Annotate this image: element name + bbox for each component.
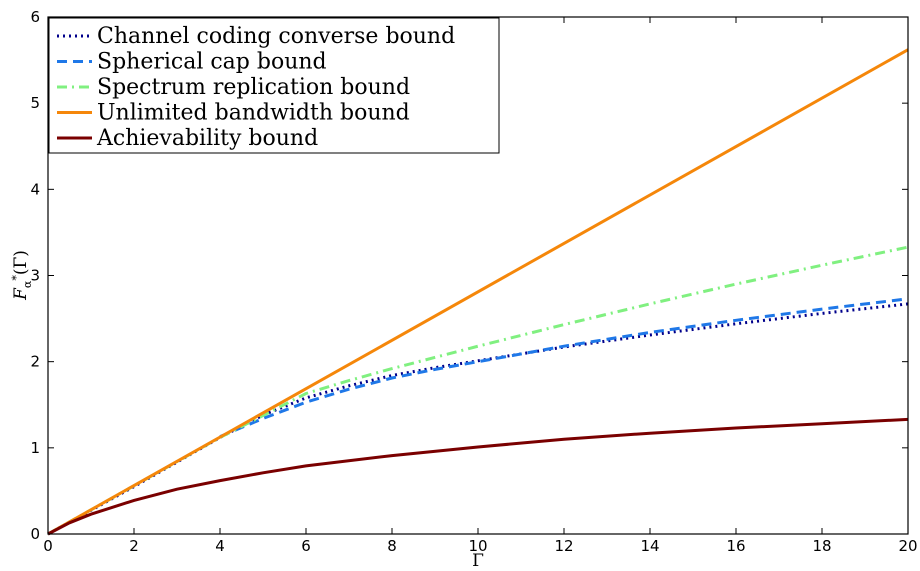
legend-label-4: Unlimited bandwidth bound: [97, 101, 410, 126]
legend-label-1: Channel coding converse bound: [97, 24, 455, 49]
y-tick-label: 3: [30, 267, 40, 285]
x-tick-label: 10: [468, 537, 487, 555]
x-axis-label: Γ: [472, 551, 484, 571]
x-tick-label: 20: [898, 537, 917, 555]
x-tick-label: 18: [812, 537, 831, 555]
series-line-4: [47, 48, 909, 536]
series-line-1: [47, 302, 909, 536]
x-tick-label: 6: [301, 537, 311, 555]
y-tick-label: 1: [30, 439, 40, 457]
y-tick-label: 2: [30, 353, 40, 371]
y-tick-label: 4: [30, 180, 40, 198]
series-line-5: [47, 417, 909, 536]
y-tick-label: 6: [30, 8, 40, 26]
x-tick-label: 14: [640, 537, 659, 555]
y-tick-label: 5: [30, 94, 40, 112]
x-tick-label: 12: [554, 537, 573, 555]
series-line-2: [219, 297, 909, 438]
legend-label-2: Spherical cap bound: [97, 50, 327, 75]
legend-label-5: Achievability bound: [96, 126, 318, 151]
x-tick-label: 16: [726, 537, 745, 555]
x-tick-label: 8: [387, 537, 397, 555]
x-tick-label: 2: [129, 537, 139, 555]
legend-label-3: Spectrum replication bound: [97, 75, 410, 100]
x-tick-label: 0: [43, 537, 53, 555]
x-tick-label: 4: [215, 537, 225, 555]
legend-box: [48, 17, 500, 154]
series-layer: [47, 48, 909, 536]
y-axis-label: Fα*(Γ): [10, 250, 34, 301]
y-tick-label: 0: [30, 525, 40, 543]
